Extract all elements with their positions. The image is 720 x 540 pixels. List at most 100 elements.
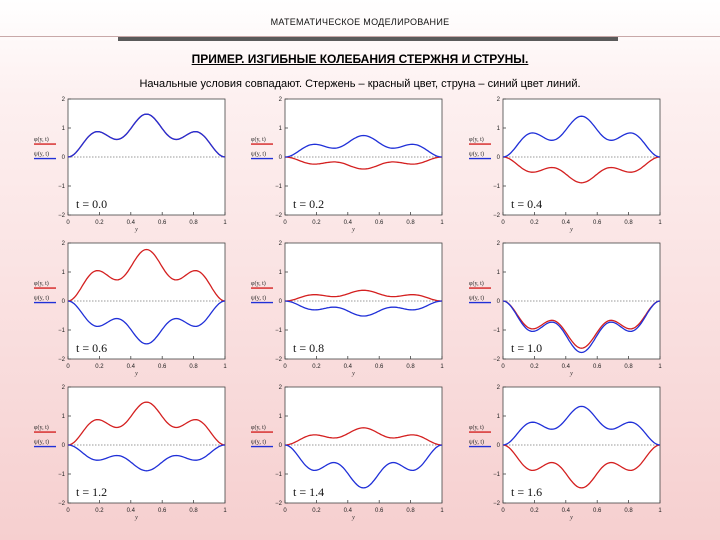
x-tick-label: 0.8	[624, 364, 633, 370]
time-label: t = 0.0	[76, 197, 107, 211]
series-line-rod	[285, 289, 442, 302]
y-tick-label: −2	[275, 213, 283, 219]
series-line-string	[284, 134, 443, 158]
series-line-rod	[67, 401, 226, 446]
plot-svg: 210−1−20 0.2 0.4 0.6 0.8 1yφ(y, t)ψ(y, t)t = …	[251, 385, 444, 521]
y-tick-label: −2	[493, 501, 501, 507]
x-tick-label: 0	[66, 220, 70, 226]
time-label: t = 1.4	[293, 485, 324, 499]
legend-string-label: ψ(y, t)	[34, 295, 49, 302]
header-section-title: МАТЕМАТИЧЕСКОЕ МОДЕЛИРОВАНИЕ	[270, 17, 450, 27]
x-tick-label: 1	[440, 508, 444, 514]
x-tick-label: 1	[223, 364, 227, 370]
x-tick-label: 1	[223, 508, 227, 514]
y-tick-label: −2	[493, 357, 501, 363]
y-tick-label: −1	[493, 472, 501, 478]
y-tick-label: −1	[493, 184, 501, 190]
legend-rod-label: φ(y, t)	[469, 280, 484, 287]
plot-svg: 210−1−20 0.2 0.4 0.6 0.8 1yφ(y, t)ψ(y, t)t = …	[34, 241, 227, 377]
y-tick-label: 0	[497, 155, 501, 161]
x-tick-label: 0	[66, 364, 70, 370]
plot-svg: 210−1−20 0.2 0.4 0.6 0.8 1yφ(y, t)ψ(y, t)t = …	[34, 385, 227, 521]
series-line-string	[502, 405, 661, 446]
x-tick-label: 0.4	[562, 364, 571, 370]
x-tick-label: 0.4	[127, 364, 136, 370]
legend-rod-label: φ(y, t)	[34, 280, 49, 287]
y-tick-label: 1	[62, 414, 66, 420]
x-tick-label: 0.4	[344, 364, 353, 370]
x-axis-label: y	[351, 227, 355, 233]
x-tick-label: 0.2	[312, 220, 321, 226]
x-tick-label: 0.8	[189, 508, 198, 514]
x-tick-label: 0	[66, 508, 70, 514]
legend-string-label: ψ(y, t)	[469, 439, 484, 446]
x-tick-label: 0.6	[593, 220, 602, 226]
x-axis-label: y	[134, 371, 138, 377]
legend-rod-label: φ(y, t)	[251, 136, 266, 143]
x-tick-label: 0.2	[95, 220, 104, 226]
plot-panel: 2 1 0 −1 −2 0 0.2 0.4 0.6 0.8 1 y φ(y, t) ψ(y, t) t = …	[249, 92, 479, 237]
y-tick-label: −1	[58, 472, 66, 478]
y-tick-label: 2	[279, 97, 283, 103]
y-tick-label: −2	[275, 357, 283, 363]
x-tick-label: 0.4	[344, 220, 353, 226]
legend-string-label: ψ(y, t)	[251, 295, 266, 302]
series-line-string	[502, 115, 661, 158]
y-tick-label: 1	[497, 414, 501, 420]
header-divider	[118, 37, 618, 41]
y-tick-label: 2	[497, 385, 501, 391]
x-tick-label: 0.4	[127, 220, 136, 226]
time-label: t = 1.2	[76, 485, 107, 499]
y-tick-label: −2	[58, 501, 66, 507]
plot-svg: 210−1−20 0.2 0.4 0.6 0.8 1yφ(y, t)ψ(y, t)t = …	[469, 385, 662, 521]
series-line-string	[67, 300, 226, 345]
plot-svg: 210−1−20 0.2 0.4 0.6 0.8 1yφ(y, t)ψ(y, t)t = …	[34, 97, 227, 233]
legend-rod-label: φ(y, t)	[251, 280, 266, 287]
series-line-string	[67, 113, 226, 158]
y-tick-label: 2	[497, 97, 501, 103]
x-tick-label: 1	[440, 220, 444, 226]
y-tick-label: 0	[62, 155, 66, 161]
series-line-rod	[67, 248, 226, 302]
x-tick-label: 0.8	[189, 220, 198, 226]
x-tick-label: 0	[501, 508, 505, 514]
x-tick-label: 0.4	[562, 220, 571, 226]
y-tick-label: −2	[493, 213, 501, 219]
y-tick-label: 2	[62, 385, 66, 391]
x-axis-label: y	[351, 371, 355, 377]
x-tick-label: 0	[283, 508, 287, 514]
y-tick-label: 0	[497, 299, 501, 305]
legend-string-label: ψ(y, t)	[251, 439, 266, 446]
y-tick-label: 0	[279, 443, 283, 449]
plot-panel: 2 1 0 −1 −2 0 0.2 0.4 0.6 0.8 1 y φ(y, t) ψ(y, t) t = …	[32, 92, 262, 237]
x-tick-label: 0.2	[312, 364, 321, 370]
x-axis-label: y	[351, 515, 355, 521]
y-tick-label: 1	[279, 270, 283, 276]
time-label: t = 0.6	[76, 341, 107, 355]
x-tick-label: 0.6	[593, 364, 602, 370]
x-tick-label: 0.4	[562, 508, 571, 514]
plot-frame	[284, 98, 443, 216]
series-line-string	[284, 300, 443, 317]
plot-panel: 2 1 0 −1 −2 0 0.2 0.4 0.6 0.8 1 y φ(y, t) ψ(y, t) t = …	[467, 380, 697, 525]
y-tick-label: 2	[62, 241, 66, 247]
legend-rod-label: φ(y, t)	[34, 136, 49, 143]
series-line-string	[67, 444, 226, 472]
series-line-string	[284, 444, 443, 489]
time-label: t = 0.8	[293, 341, 324, 355]
y-tick-label: 1	[279, 126, 283, 132]
legend-rod-label: φ(y, t)	[34, 424, 49, 431]
plot-panel: 2 1 0 −1 −2 0 0.2 0.4 0.6 0.8 1 y φ(y, t) ψ(y, t) t = …	[467, 236, 697, 381]
x-tick-label: 0	[501, 220, 505, 226]
plot-panel: 2 1 0 −1 −2 0 0.2 0.4 0.6 0.8 1 y φ(y, t) ψ(y, t) t = …	[32, 236, 262, 381]
legend-rod-label: φ(y, t)	[251, 424, 266, 431]
plot-svg: 210−1−20 0.2 0.4 0.6 0.8 1yφ(y, t)ψ(y, t)t = …	[469, 241, 662, 377]
x-axis-label: y	[569, 227, 573, 233]
x-tick-label: 0.6	[593, 508, 602, 514]
y-tick-label: 0	[62, 443, 66, 449]
y-tick-label: −1	[275, 184, 283, 190]
legend-string-label: ψ(y, t)	[251, 151, 266, 158]
y-tick-label: 1	[62, 270, 66, 276]
x-axis-label: y	[569, 371, 573, 377]
x-tick-label: 0.6	[158, 508, 167, 514]
